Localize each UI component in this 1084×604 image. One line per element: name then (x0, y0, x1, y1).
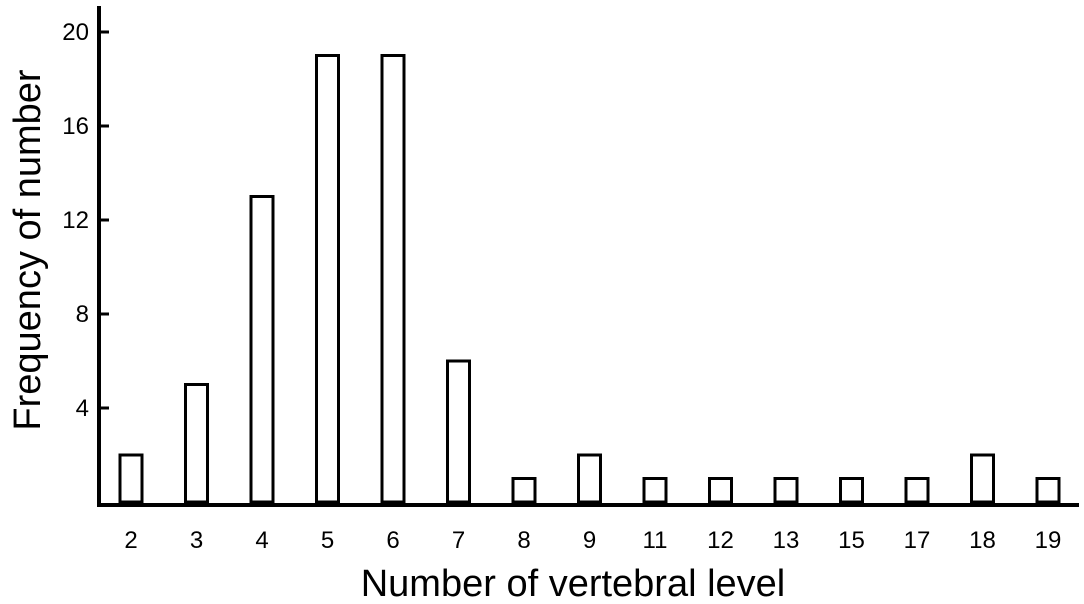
y-tick-label: 16 (62, 113, 89, 140)
y-tick-label: 4 (76, 395, 89, 422)
y-tick-label: 20 (62, 19, 89, 46)
y-axis-title: Frequency of number (7, 69, 49, 431)
x-tick-label: 3 (190, 527, 203, 554)
y-tick-label: 8 (76, 301, 89, 328)
bar-6 (380, 54, 406, 504)
x-tick-label: 4 (255, 527, 268, 554)
bar-4 (249, 195, 275, 504)
x-tick-label: 17 (904, 527, 931, 554)
bar-19 (1035, 477, 1061, 504)
y-axis-ticks: 4 8 12 16 20 (62, 19, 109, 422)
bar-15 (839, 477, 864, 504)
x-tick-label: 12 (707, 527, 734, 554)
x-tick-label: 7 (452, 527, 465, 554)
bar-13 (773, 477, 799, 504)
x-axis-labels: 2 3 4 5 6 7 8 9 11 12 13 15 17 18 19 (124, 527, 1061, 554)
bar-18 (970, 453, 995, 504)
bar-8 (511, 477, 537, 504)
x-axis-title: Number of vertebral level (361, 563, 786, 604)
bar-11 (642, 477, 668, 504)
y-tick-label: 12 (62, 207, 89, 234)
x-tick-label: 9 (583, 527, 596, 554)
bar-2 (118, 453, 144, 504)
bars-group (118, 54, 1061, 504)
x-tick-label: 6 (386, 527, 399, 554)
x-tick-label: 5 (321, 527, 334, 554)
bar-9 (577, 453, 602, 504)
bar-17 (904, 477, 930, 504)
bar-3 (184, 383, 209, 504)
x-tick-label: 2 (124, 527, 137, 554)
x-tick-label: 8 (517, 527, 530, 554)
x-tick-label: 13 (773, 527, 800, 554)
x-tick-label: 19 (1035, 527, 1062, 554)
x-tick-label: 15 (838, 527, 865, 554)
bar-7 (446, 359, 471, 504)
bar-5 (315, 54, 340, 504)
bar-12 (708, 477, 733, 504)
x-tick-label: 18 (969, 527, 996, 554)
x-tick-label: 11 (643, 527, 668, 554)
